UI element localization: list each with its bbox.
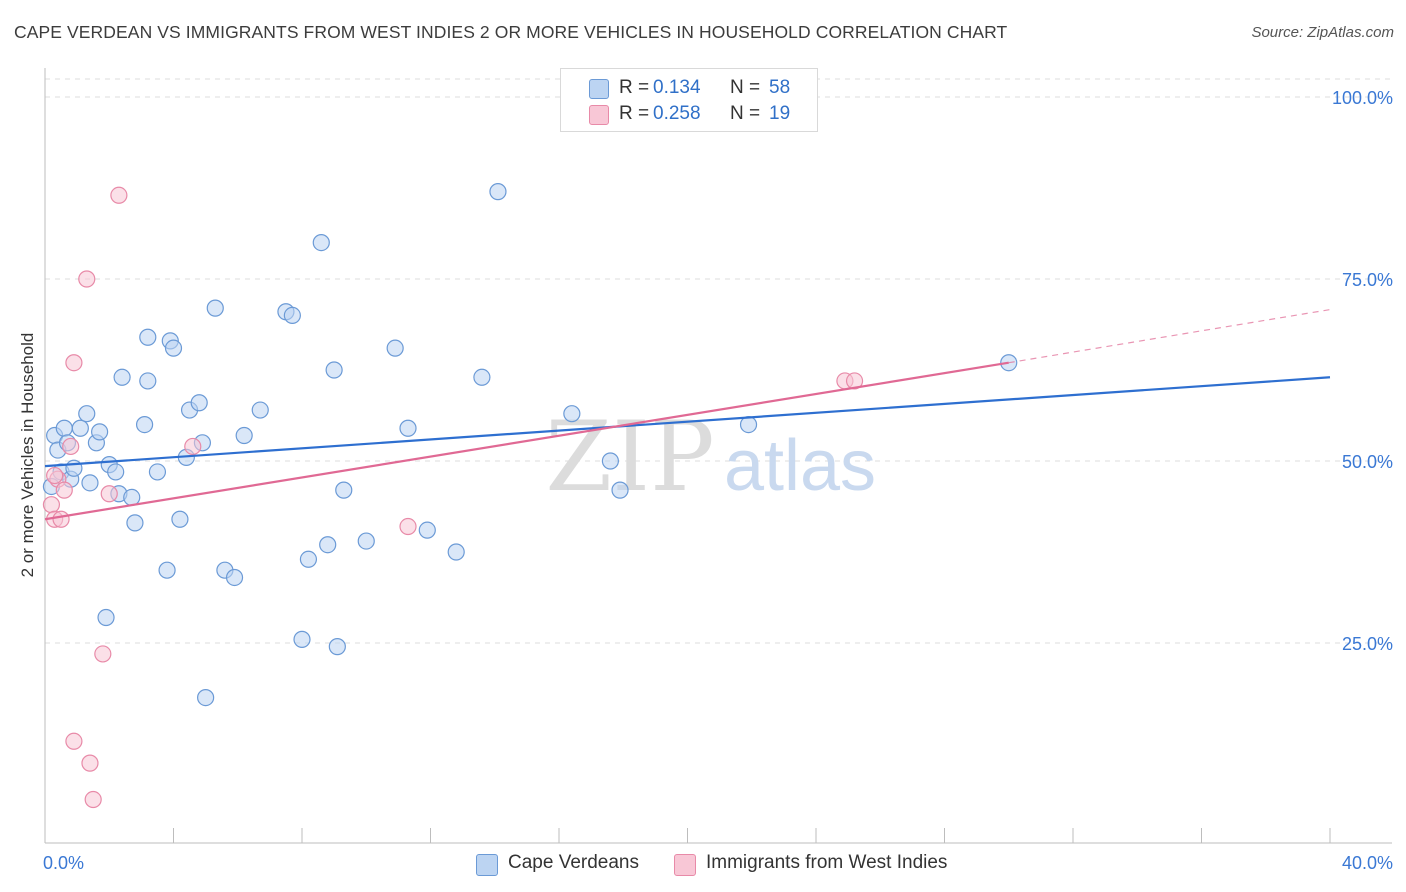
y-axis-label: 2 or more Vehicles in Household — [18, 332, 37, 578]
legend-label: Cape Verdeans — [508, 852, 639, 873]
stats-legend: R = 0.134 N = 58 R = 0.258 N = 19 — [560, 68, 818, 132]
cape-verdean-point — [123, 488, 141, 506]
west-indies-point — [399, 517, 417, 536]
west-indies-point — [52, 510, 70, 528]
west-indies-point — [62, 437, 80, 456]
source-label: Source: ZipAtlas.com — [1251, 24, 1394, 41]
cape-verdean-point — [251, 401, 269, 419]
west-indies-point — [42, 496, 61, 514]
west-indies-point — [84, 790, 102, 809]
n-value: 58 — [769, 77, 791, 98]
series-legend: Cape Verdeans Immigrants from West Indie… — [0, 852, 1406, 878]
west-indies-trend-line — [44, 361, 1009, 521]
cape-verdean-point — [399, 419, 417, 437]
n-label: N = — [730, 103, 761, 124]
cape-verdean-point — [206, 299, 224, 317]
cape-verdean-point — [283, 306, 301, 324]
y-tick-label: 25.0% — [1342, 634, 1393, 654]
west-indies-point — [845, 372, 864, 390]
cape-verdean-point — [739, 416, 758, 434]
grid-lines — [45, 78, 1392, 644]
cape-verdean-trend-line — [44, 376, 1331, 468]
west-indies-point — [78, 270, 96, 288]
west-indies-trend-extension — [1008, 308, 1331, 364]
west-indies-point — [81, 754, 99, 772]
cape-verdean-point — [139, 328, 157, 346]
cape-verdean-point — [325, 361, 343, 379]
cape-verdean-point — [563, 405, 581, 423]
pink-swatch-icon — [674, 854, 696, 876]
cape-verdean-point — [81, 474, 99, 492]
west-indies-point — [65, 732, 83, 750]
west-indies-point — [55, 481, 73, 499]
y-tick-label: 50.0% — [1342, 452, 1393, 472]
pink-swatch-icon — [589, 105, 609, 125]
cape-verdean-point — [113, 368, 131, 386]
cape-verdean-point — [489, 183, 507, 201]
cape-verdean-point — [299, 550, 318, 568]
cape-verdean-point — [135, 416, 154, 434]
cape-verdean-point — [190, 394, 208, 412]
cape-verdean-point — [601, 452, 620, 470]
west-indies-point — [100, 485, 118, 503]
axes — [44, 68, 1392, 844]
cape-verdean-point — [126, 514, 144, 532]
r-value: 0.258 — [653, 103, 701, 124]
watermark: ZIP atlas — [545, 401, 876, 513]
blue-swatch-icon — [589, 79, 609, 99]
r-label: R = — [619, 103, 650, 124]
n-value: 19 — [769, 103, 791, 124]
cape-verdean-point — [319, 536, 337, 554]
cape-verdean-point — [158, 561, 176, 579]
cape-verdean-point — [473, 368, 491, 386]
cape-verdean-point — [197, 688, 215, 707]
tick-labels: 25.0% 50.0% 75.0% 100.0% 0.0% 40.0% — [43, 88, 1393, 873]
cape-verdean-point — [386, 339, 404, 357]
r-value: 0.134 — [653, 77, 701, 98]
x-tick-label-min: 0.0% — [43, 853, 84, 873]
cape-verdean-point — [357, 532, 375, 550]
cape-verdean-point — [91, 423, 109, 441]
west-indies-point — [65, 354, 83, 372]
cape-verdean-point — [55, 419, 73, 437]
watermark-atlas: atlas — [724, 426, 876, 506]
cape-verdean-point — [139, 372, 157, 390]
trend-lines — [44, 308, 1331, 521]
west-indies-point — [46, 466, 64, 485]
r-label: R = — [619, 77, 650, 98]
cape-verdean-point — [171, 510, 189, 528]
cape-verdean-point — [225, 568, 244, 587]
cape-verdean-point — [164, 339, 183, 357]
cape-verdean-point — [335, 481, 353, 499]
cape-verdean-point — [71, 419, 89, 437]
legend-label: Immigrants from West Indies — [706, 852, 948, 873]
cape-verdean-point — [97, 608, 115, 627]
chart-title: CAPE VERDEAN VS IMMIGRANTS FROM WEST IND… — [14, 22, 1008, 42]
n-label: N = — [730, 77, 761, 98]
cape-verdean-point — [611, 481, 629, 499]
y-tick-label: 75.0% — [1342, 270, 1393, 290]
west-indies-point — [110, 186, 128, 204]
blue-swatch-icon — [476, 854, 498, 876]
cape-verdean-point — [78, 405, 96, 423]
west-indies-point — [184, 437, 202, 456]
cape-verdean-point — [447, 543, 465, 561]
west-indies-point — [94, 645, 112, 663]
cape-verdean-point — [293, 630, 311, 648]
cape-verdean-point — [312, 234, 330, 252]
y-tick-label: 100.0% — [1332, 88, 1393, 108]
cape-verdean-point — [235, 426, 253, 445]
cape-verdean-point — [328, 638, 346, 656]
cape-verdean-point — [418, 521, 436, 539]
cape-verdean-point — [107, 463, 125, 481]
data-points — [42, 183, 1018, 809]
x-tick-label-max: 40.0% — [1342, 853, 1393, 873]
cape-verdean-point — [148, 463, 167, 481]
